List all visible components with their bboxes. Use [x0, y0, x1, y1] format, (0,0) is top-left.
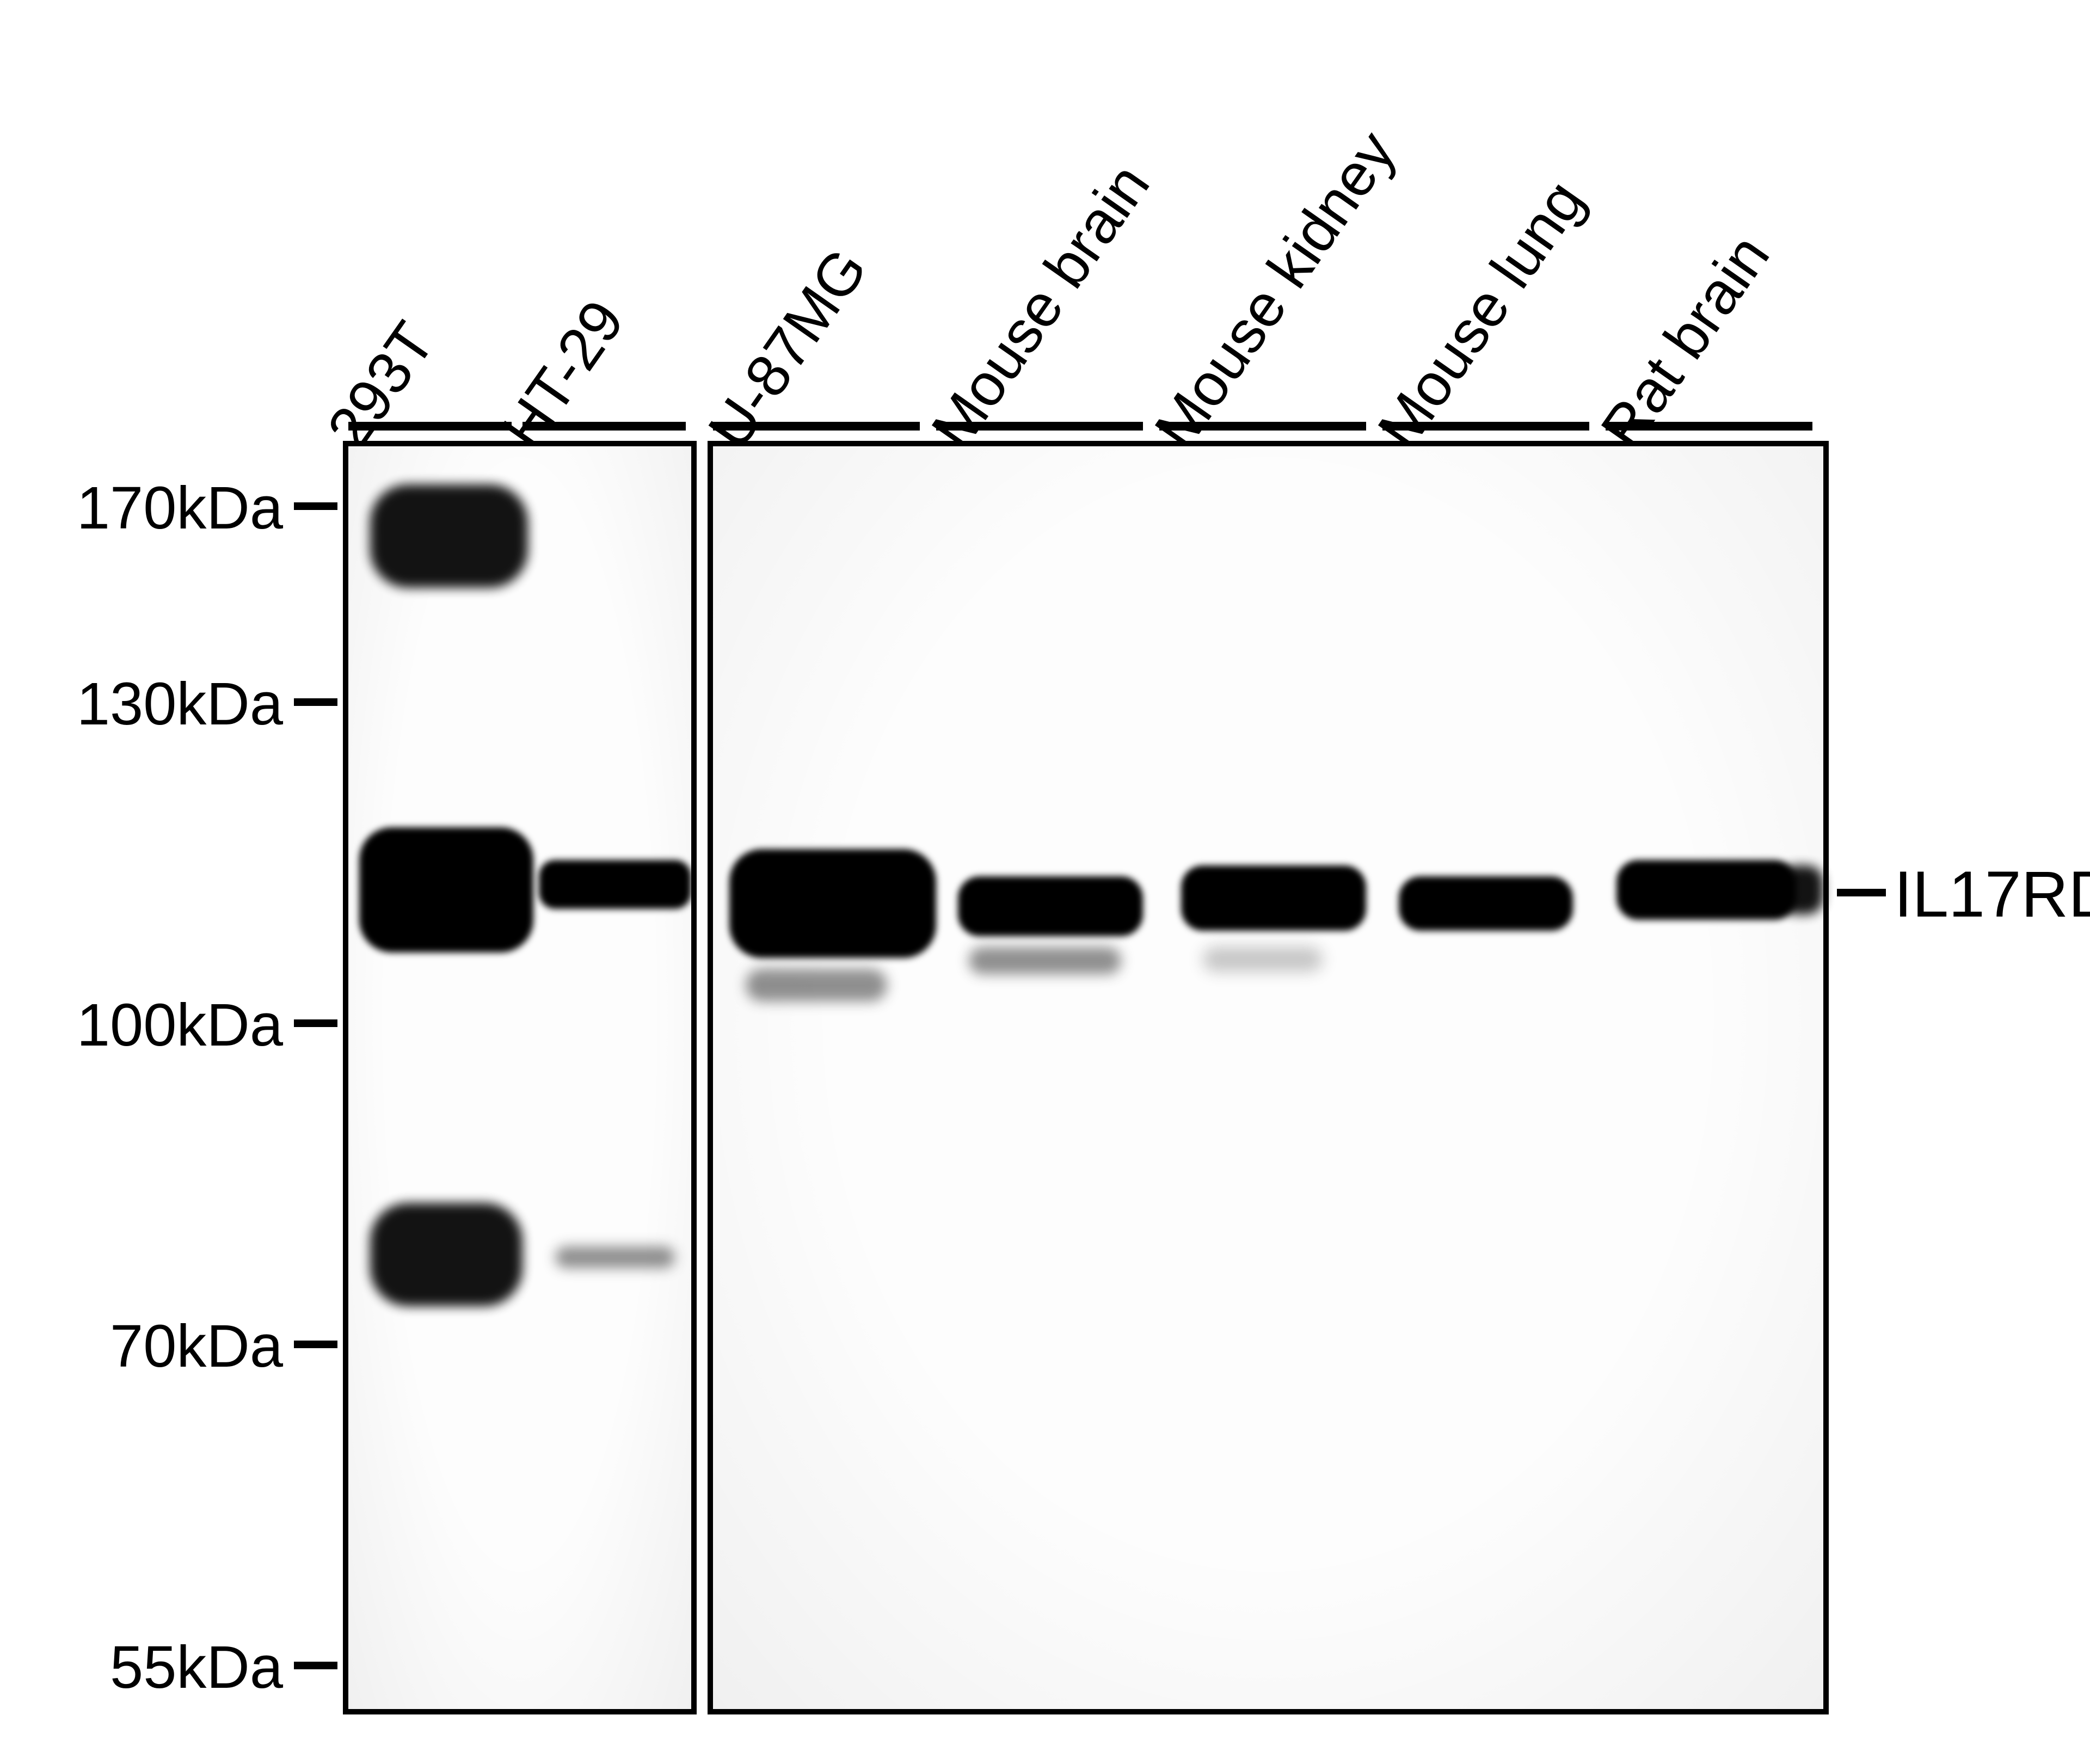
blot-panel-right [708, 441, 1829, 1714]
blot-band [1399, 876, 1573, 931]
blot-band [555, 1246, 675, 1268]
mw-tick [294, 502, 337, 510]
blot-band [1780, 865, 1823, 914]
blot-band [729, 849, 936, 958]
blot-band [1616, 860, 1796, 920]
blot-panel-left [343, 441, 697, 1714]
mw-label-130: 130kDa [77, 669, 283, 739]
mw-label-55: 55kDa [110, 1633, 283, 1702]
mw-tick [294, 1662, 337, 1669]
mw-label-170: 170kDa [77, 474, 283, 543]
mw-tick [294, 1019, 337, 1027]
lane-label-mouse-lung: Mouse lung [1364, 168, 1598, 461]
mw-label-70: 70kDa [110, 1312, 283, 1381]
lane-underline [713, 422, 920, 431]
lane-label-ht29: HT-29 [488, 288, 638, 461]
blot-band [1203, 947, 1323, 972]
mw-label-100: 100kDa [77, 991, 283, 1060]
lane-underline [936, 422, 1143, 431]
blot-band [539, 860, 691, 909]
lane-underline [348, 422, 512, 431]
blot-band [359, 827, 533, 952]
lane-underline [1159, 422, 1366, 431]
lane-label-mouse-brain: Mouse brain [918, 151, 1163, 461]
blot-band [1181, 865, 1366, 931]
western-blot-figure: 293T HT-29 U-87MG Mouse brain Mouse kidn… [0, 0, 2090, 1764]
mw-tick [294, 698, 337, 706]
target-label-il17rd: IL17RD [1894, 857, 2090, 932]
lane-underline [1606, 422, 1812, 431]
lane-underline [522, 422, 686, 431]
blot-band [370, 484, 528, 588]
blot-band [370, 1203, 522, 1306]
lane-label-mouse-kidney: Mouse kidney [1141, 119, 1409, 461]
lane-label-293t: 293T [314, 310, 448, 461]
target-tick [1837, 889, 1886, 896]
blot-band [969, 947, 1121, 974]
blot-band [746, 969, 887, 1001]
lane-underline [1382, 422, 1589, 431]
blot-band [958, 876, 1143, 936]
mw-tick [294, 1341, 337, 1348]
